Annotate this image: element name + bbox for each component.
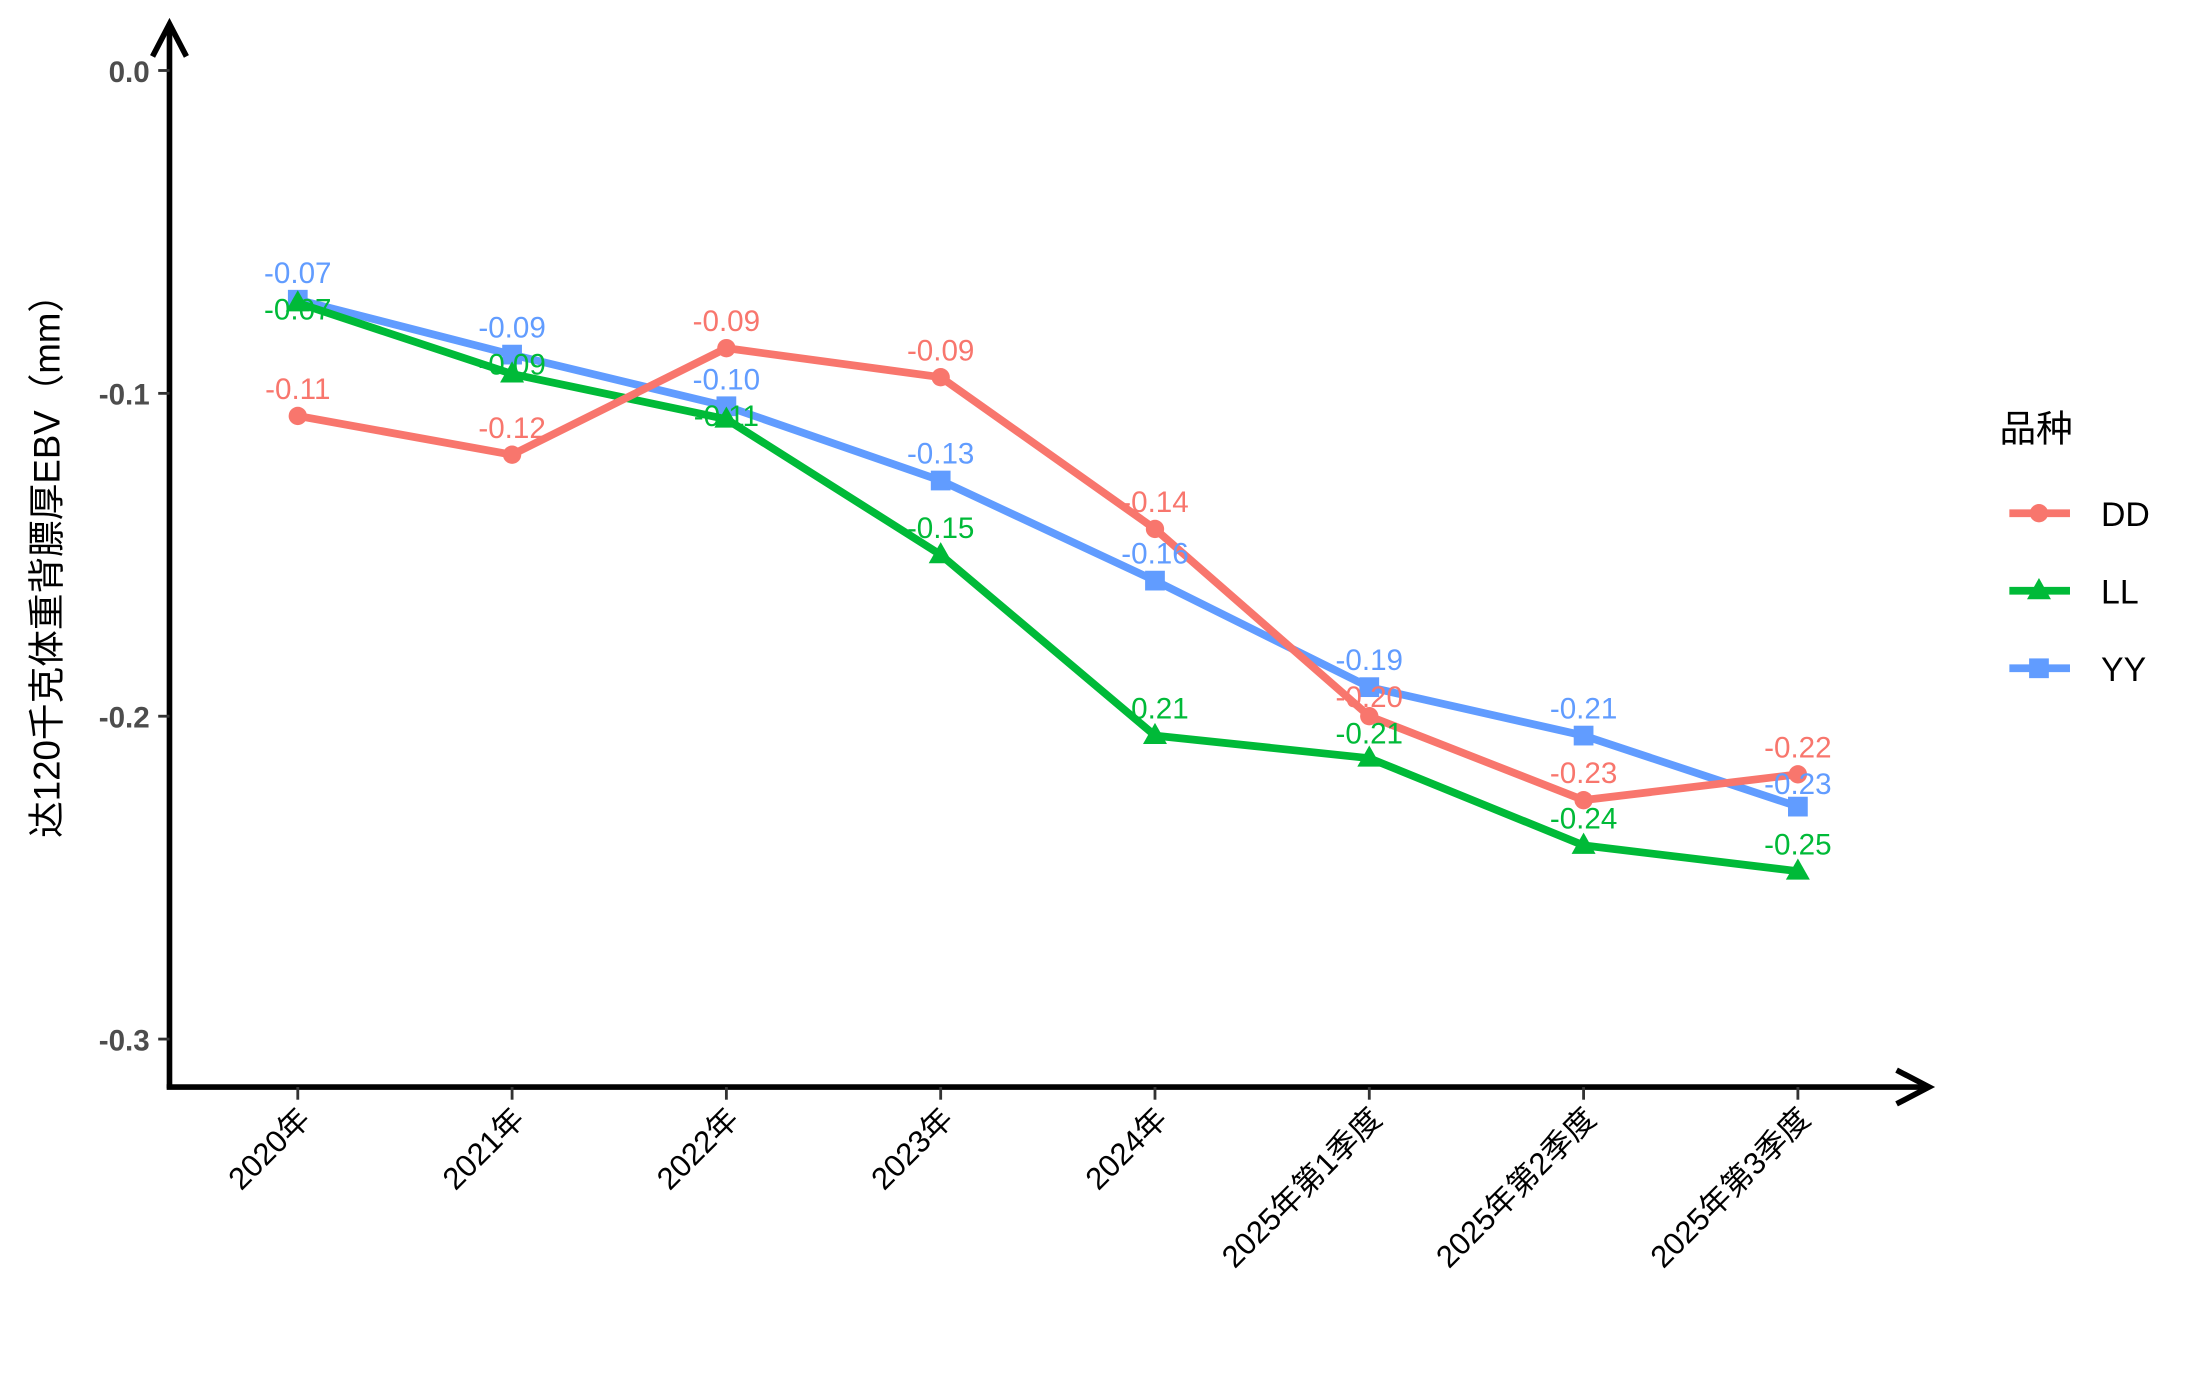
legend-item-yy: YY — [2009, 651, 2146, 689]
square-marker — [1145, 570, 1165, 591]
x-tick-label: 2020年 — [221, 1101, 316, 1196]
legend-label: YY — [2101, 651, 2146, 689]
data-labels: -0.07-0.07-0.11-0.09-0.09-0.12-0.09-0.10… — [264, 257, 1832, 861]
data-label-ll: -0.09 — [478, 348, 545, 381]
circle-marker — [1145, 519, 1165, 539]
series-line-ll — [296, 299, 1799, 876]
data-label-dd: -0.14 — [1121, 486, 1188, 519]
circle-marker — [717, 338, 736, 358]
triangle-marker — [1143, 722, 1167, 745]
legend-label: DD — [2101, 496, 2150, 534]
y-ticks: 0.0 -0.1 -0.2 -0.3 — [99, 56, 170, 1057]
data-label-yy: -0.13 — [907, 438, 974, 471]
y-axis-label: 达120千克体重背膘厚EBV（mm） — [27, 276, 68, 838]
y-axis-arrow — [150, 17, 189, 58]
x-tick-label: 2024年 — [1079, 1101, 1174, 1196]
x-ticks: 2020年 2021年 2022年 2023年 2024年 2025年第1季度 2025年第… — [221, 1087, 1817, 1274]
x-tick-label: 2021年 — [436, 1101, 531, 1196]
data-label-ll: -0.07 — [264, 293, 331, 326]
data-label-ll: -0.25 — [1764, 828, 1831, 861]
x-axis-arrow — [1895, 1067, 1936, 1107]
series-yy — [287, 289, 1808, 817]
circle-marker — [1360, 707, 1379, 726]
square-marker — [716, 396, 737, 417]
data-label-dd: -0.20 — [1336, 681, 1403, 714]
legend-item-ll: LL — [2009, 573, 2139, 611]
circle-marker — [1574, 790, 1593, 810]
circle-marker — [502, 445, 522, 464]
x-tick-label: 2023年 — [864, 1101, 959, 1196]
data-label-ll: -0.21 — [1121, 693, 1188, 726]
x-tick-label: 2025年第3季度 — [1644, 1101, 1817, 1274]
data-label-yy: -0.19 — [1336, 644, 1403, 677]
square-marker — [2029, 658, 2049, 679]
square-marker — [930, 470, 951, 491]
data-label-yy: -0.21 — [1550, 693, 1617, 726]
circle-marker — [2029, 504, 2049, 523]
triangle-marker — [928, 542, 953, 564]
series-line-yy — [296, 295, 1800, 811]
series-line-dd — [297, 344, 1799, 805]
data-label-dd: -0.22 — [1764, 731, 1831, 764]
triangle-marker — [285, 290, 310, 312]
data-label-dd: -0.12 — [478, 412, 545, 445]
legend-label: LL — [2101, 573, 2139, 611]
legend-title: 品种 — [1999, 408, 2072, 449]
circle-marker — [288, 406, 307, 426]
x-tick-label: 2025年第1季度 — [1215, 1101, 1388, 1274]
data-label-ll: -0.21 — [1336, 718, 1403, 751]
circle-marker — [1788, 765, 1808, 784]
square-marker — [1359, 677, 1380, 698]
data-label-yy: -0.23 — [1764, 768, 1831, 801]
y-tick-label: -0.2 — [99, 701, 150, 734]
x-tick-label: 2022年 — [650, 1101, 745, 1196]
triangle-marker — [2026, 578, 2051, 600]
circle-marker — [931, 368, 950, 387]
legend: 品种 DD LL YY — [1999, 408, 2149, 689]
triangle-marker — [1571, 832, 1596, 854]
data-label-dd: -0.11 — [265, 373, 330, 406]
series-layer — [285, 289, 1810, 880]
data-label-yy: -0.10 — [693, 363, 760, 396]
data-label-ll: -0.11 — [694, 400, 759, 433]
triangle-marker — [500, 361, 525, 383]
data-label-dd: -0.09 — [907, 334, 974, 367]
data-label-yy: -0.09 — [478, 312, 545, 345]
y-tick-label: -0.3 — [99, 1024, 150, 1057]
series-dd — [288, 338, 1808, 810]
data-label-dd: -0.09 — [693, 305, 760, 338]
triangle-marker — [714, 406, 739, 428]
triangle-marker — [1357, 745, 1382, 767]
square-marker — [502, 344, 522, 365]
data-label-dd: -0.23 — [1550, 757, 1617, 790]
data-label-ll: -0.24 — [1550, 802, 1617, 835]
data-label-ll: -0.15 — [907, 512, 974, 545]
triangle-marker — [1785, 858, 1810, 880]
square-marker — [1573, 725, 1594, 746]
square-marker — [1788, 796, 1808, 817]
data-label-yy: -0.07 — [264, 257, 331, 290]
series-ll — [285, 290, 1810, 880]
data-label-yy: -0.16 — [1121, 538, 1188, 571]
y-tick-label: -0.1 — [99, 379, 150, 412]
legend-item-dd: DD — [2009, 496, 2150, 534]
axes — [150, 17, 1936, 1107]
x-tick-label: 2025年第2季度 — [1429, 1101, 1602, 1274]
y-tick-label: 0.0 — [109, 56, 150, 89]
